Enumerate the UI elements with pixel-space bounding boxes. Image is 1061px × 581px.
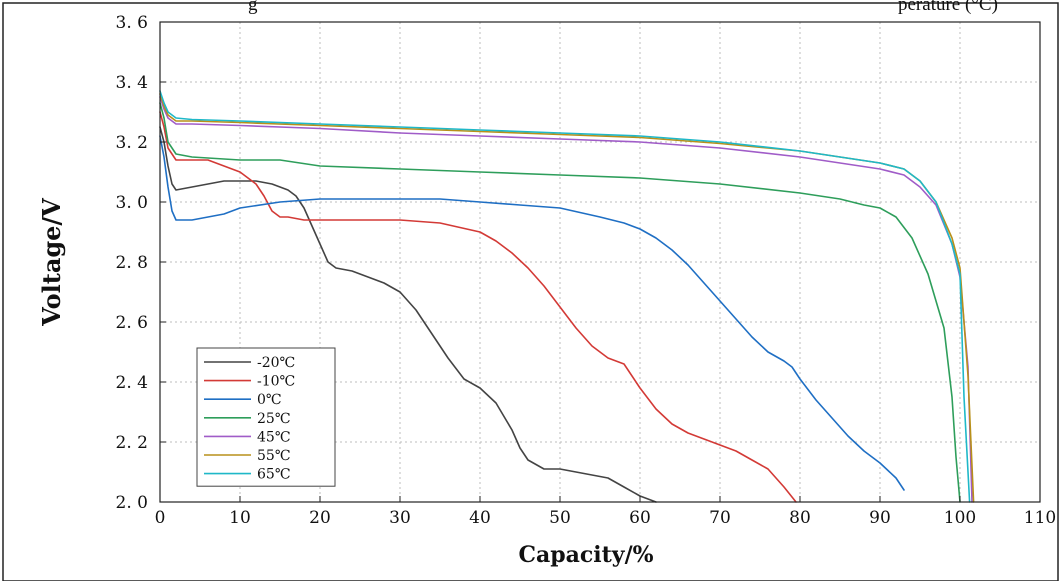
- y-tick-label: 3. 4: [116, 73, 148, 93]
- x-tick-label: 0: [155, 508, 166, 528]
- caption-fragment-left: g: [248, 0, 258, 15]
- x-tick-label: 80: [789, 508, 811, 528]
- y-axis-title: Voltage/V: [37, 198, 66, 327]
- legend: -20℃ -10℃ 0℃ 25℃ 45℃ 55℃ 65℃: [196, 347, 336, 487]
- legend-label: 45℃: [257, 429, 290, 445]
- series-line: [159, 126, 657, 503]
- x-tick-label: 90: [869, 508, 891, 528]
- x-axis-title: Capacity/%: [518, 542, 653, 568]
- y-tick-label: 3. 6: [116, 13, 148, 33]
- y-tick-label: 2. 4: [116, 373, 148, 393]
- tick-layer: 0 10 20 30 40 50 60 70 80 90 100 110 2. 0 2. 2 2. 4 2. …: [116, 13, 1057, 528]
- y-tick-label: 3. 2: [116, 133, 148, 153]
- y-tick-label: 2. 8: [116, 253, 148, 273]
- series-line: [159, 90, 971, 503]
- x-tick-label: 20: [309, 508, 331, 528]
- x-tick-label: 60: [629, 508, 651, 528]
- caption-fragment-right: perature (°C): [898, 0, 998, 15]
- x-tick-label: 110: [1024, 508, 1056, 528]
- legend-label: -10℃: [257, 374, 295, 390]
- legend-label: 25℃: [257, 411, 290, 427]
- y-tick-label: 3. 0: [116, 193, 148, 213]
- series-layer: [159, 90, 975, 503]
- x-tick-label: 40: [469, 508, 491, 528]
- x-tick-label: 50: [549, 508, 571, 528]
- series-line: [159, 111, 797, 503]
- legend-label: 65℃: [257, 467, 290, 483]
- x-tick-label: 10: [229, 508, 251, 528]
- x-tick-label: 70: [709, 508, 731, 528]
- x-tick-label: 100: [944, 508, 976, 528]
- series-line: [159, 135, 905, 491]
- series-line: [159, 102, 961, 503]
- series-line: [159, 93, 975, 503]
- x-tick-label: 30: [389, 508, 411, 528]
- y-tick-label: 2. 0: [116, 493, 148, 513]
- legend-label: -20℃: [257, 355, 295, 371]
- legend-label: 55℃: [257, 448, 290, 464]
- y-tick-label: 2. 2: [116, 433, 148, 453]
- y-tick-label: 2. 6: [116, 313, 148, 333]
- legend-label: 0℃: [257, 392, 282, 408]
